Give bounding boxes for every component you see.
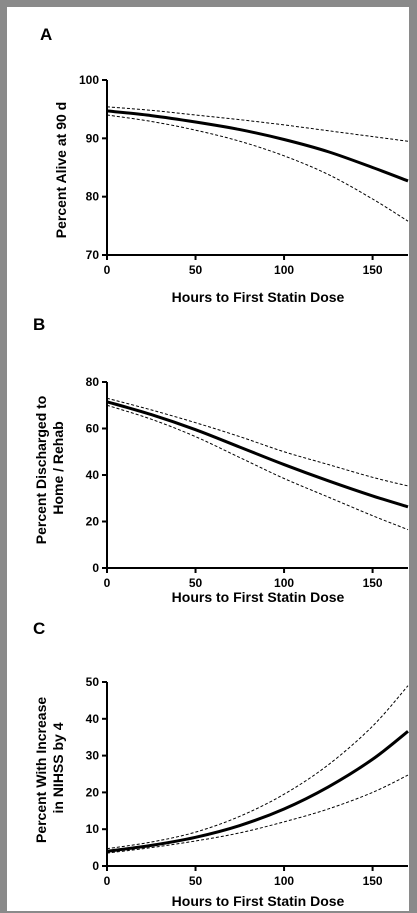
x-tick-label-c: 150: [363, 874, 383, 888]
x-tick-label-a: 50: [189, 263, 203, 277]
estimate-line-a-estimate: [106, 109, 409, 183]
panel-a: A 70 80 90 100 0 50 100 150 Hours to First Stat…: [0, 20, 417, 310]
panel-b: B 0 20 40 60 80 0 50 100 150 Hours to First Stat…: [0, 310, 417, 610]
ci-dashed-line-c-upper-ci: [106, 685, 409, 850]
estimate-line-c-estimate: [106, 730, 409, 853]
chart-a-svg: A 70 80 90 100 0 50 100 150 Hours to First Stat…: [40, 25, 409, 305]
x-tick-label-b: 0: [104, 576, 111, 590]
x-axis-label-b: Hours to First Statin Dose: [172, 589, 345, 605]
y-axis-label-b-line1: Percent Discharged to: [33, 396, 49, 545]
y-tick-label-c: 50: [86, 675, 100, 689]
y-tick-label-b: 40: [86, 468, 100, 482]
x-tick-label-a: 0: [104, 263, 111, 277]
ci-dashed-line-b-lower-ci: [106, 404, 409, 531]
ci-dashed-line-a-lower-ci: [106, 114, 409, 222]
y-tick-label-a: 80: [86, 190, 100, 204]
x-tick-label-c: 100: [274, 874, 294, 888]
y-tick-label-b: 0: [92, 561, 99, 575]
y-tick-label-c: 20: [86, 785, 100, 799]
y-axis-label-a-line1: Percent Alive at 90 d: [53, 102, 69, 238]
x-tick-label-c: 50: [189, 874, 203, 888]
estimate-line-b-estimate: [106, 400, 409, 509]
y-tick-label-c: 40: [86, 712, 100, 726]
y-tick-label-b: 80: [86, 375, 100, 389]
x-tick-label-a: 150: [363, 263, 383, 277]
y-tick-label-a: 100: [79, 73, 99, 87]
y-tick-label-a: 90: [86, 131, 100, 145]
x-tick-label-c: 0: [104, 874, 111, 888]
panel-c-letter: C: [33, 619, 45, 638]
x-tick-label-b: 100: [274, 576, 294, 590]
x-tick-label-b: 150: [363, 576, 383, 590]
x-tick-label-a: 100: [274, 263, 294, 277]
y-tick-label-c: 0: [92, 859, 99, 873]
y-axis-label-b-line2: Home / Rehab: [50, 421, 66, 514]
panel-a-letter: A: [40, 25, 52, 44]
x-axis-label-a: Hours to First Statin Dose: [172, 289, 345, 305]
x-tick-label-b: 50: [189, 576, 203, 590]
x-axis-label-c: Hours to First Statin Dose: [172, 893, 345, 909]
y-axis-label-a: Percent Alive at 90 d: [53, 102, 69, 238]
chart-c-svg: C 0 10 20 30 40 50 0 50 100 150 Hours to First St…: [33, 619, 409, 909]
y-tick-label-b: 60: [86, 422, 100, 436]
y-axis-label-b: Percent Discharged to Home / Rehab: [33, 392, 66, 545]
y-tick-label-c: 30: [86, 749, 100, 763]
y-tick-label-c: 10: [86, 822, 100, 836]
y-tick-label-b: 20: [86, 515, 100, 529]
y-axis-label-c-line1: Percent With Increase: [33, 697, 49, 843]
panel-c: C 0 10 20 30 40 50 0 50 100 150 Hours to First St…: [0, 610, 417, 910]
panel-b-letter: B: [33, 315, 45, 334]
y-axis-label-c-line2: in NIHSS by 4: [50, 722, 66, 813]
ci-dashed-line-b-upper-ci: [106, 397, 409, 487]
ci-dashed-line-a-upper-ci: [106, 106, 409, 142]
chart-b-svg: B 0 20 40 60 80 0 50 100 150 Hours to First Stat…: [33, 315, 409, 605]
y-axis-label-c: Percent With Increase in NIHSS by 4: [33, 693, 66, 843]
y-tick-label-a: 70: [86, 248, 100, 262]
ci-dashed-line-c-lower-ci: [106, 774, 409, 854]
